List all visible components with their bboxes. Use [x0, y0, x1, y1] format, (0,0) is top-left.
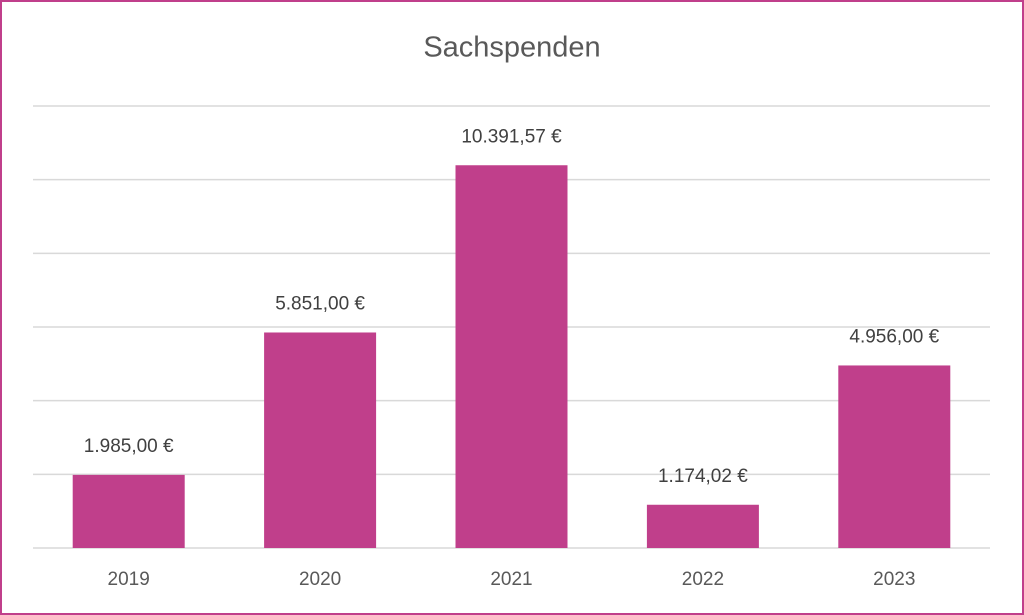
x-tick-label: 2023 — [873, 569, 915, 590]
data-label: 5.851,00 € — [275, 294, 365, 315]
bar — [264, 332, 377, 548]
bar — [455, 165, 568, 548]
bar — [72, 474, 185, 548]
x-tick-label: 2021 — [490, 569, 532, 590]
data-label: 10.391,57 € — [461, 126, 562, 147]
x-tick-label: 2019 — [108, 569, 150, 590]
data-label: 4.956,00 € — [849, 326, 939, 347]
data-label: 1.174,02 € — [658, 466, 748, 487]
bar — [838, 365, 951, 548]
x-tick-label: 2022 — [682, 569, 724, 590]
bar — [646, 504, 759, 548]
chart-title: Sachspenden — [423, 32, 600, 64]
data-label: 1.985,00 € — [84, 436, 174, 457]
x-tick-label: 2020 — [299, 569, 341, 590]
